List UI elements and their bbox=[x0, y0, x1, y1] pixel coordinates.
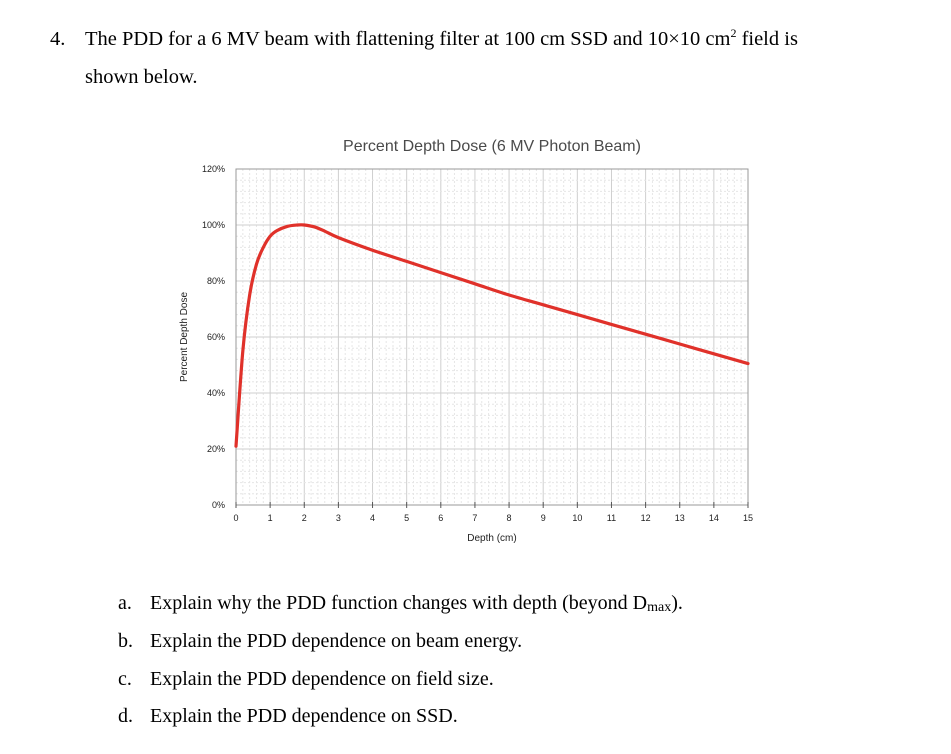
sub-question-letter: b. bbox=[118, 630, 133, 652]
sub-question-text: Explain why the PDD function changes wit… bbox=[150, 592, 648, 614]
subscript-max: max bbox=[647, 600, 672, 615]
sub-question-letter: d. bbox=[118, 705, 133, 727]
sub-question-text: Explain the PDD dependence on SSD. bbox=[150, 705, 458, 727]
sub-question-c: c. Explain the PDD dependence on field si… bbox=[118, 668, 494, 691]
series-line-pdd bbox=[234, 223, 750, 448]
x-tick-label-3: 3 bbox=[336, 513, 341, 523]
y-tick-label-1: 20% bbox=[207, 444, 225, 454]
pdd-chart: Percent Depth Dose (6 MV Photon Beam) 0 1… bbox=[179, 138, 753, 544]
x-tick-label-4: 4 bbox=[370, 513, 375, 523]
x-tick-label-5: 5 bbox=[404, 513, 409, 523]
x-tick-label-10: 10 bbox=[572, 513, 582, 523]
x-tick-label-11: 11 bbox=[607, 513, 616, 523]
chart-title: Percent Depth Dose (6 MV Photon Beam) bbox=[343, 138, 641, 155]
y-tick-label-5: 100% bbox=[202, 220, 225, 230]
y-tick-label-2: 40% bbox=[207, 388, 225, 398]
sub-question-b: b. Explain the PDD dependence on beam ene… bbox=[118, 630, 522, 653]
sub-question-text: Explain the PDD dependence on beam energ… bbox=[150, 630, 523, 652]
sub-question-letter: c. bbox=[118, 668, 132, 690]
y-axis-label: Percent Depth Dose bbox=[179, 292, 190, 382]
question-text-end: field is bbox=[736, 28, 798, 50]
x-tick-label-6: 6 bbox=[438, 513, 443, 523]
x-tick-label-2: 2 bbox=[302, 513, 307, 523]
sub-question-letter: a. bbox=[118, 592, 132, 614]
x-tick-label-12: 12 bbox=[641, 513, 651, 523]
chart-grid bbox=[235, 168, 749, 506]
sub-question-a: a. Explain why the PDD function changes w… bbox=[118, 592, 683, 616]
question-line-2: shown below. bbox=[85, 66, 198, 88]
x-tick-label-15: 15 bbox=[743, 513, 753, 523]
sub-question-text: Explain the PDD dependence on field size… bbox=[150, 668, 494, 690]
question-number: 4. bbox=[50, 28, 66, 50]
y-tick-label-3: 60% bbox=[207, 332, 225, 342]
chart-ticks: 0 1 2 3 4 5 6 7 8 9 10 11 12 13 14 150%20%40%60%80%100%… bbox=[202, 164, 753, 523]
question-text: The PDD for a 6 MV beam with flattening … bbox=[85, 28, 731, 50]
x-tick-label-8: 8 bbox=[507, 513, 512, 523]
y-tick-label-0: 0% bbox=[212, 500, 225, 510]
x-tick-label-7: 7 bbox=[472, 513, 477, 523]
x-tick-label-14: 14 bbox=[709, 513, 719, 523]
question-line-1: 4. The PDD for a 6 MV beam with flattenin… bbox=[50, 26, 798, 51]
x-tick-label-13: 13 bbox=[675, 513, 685, 523]
x-tick-label-9: 9 bbox=[541, 513, 546, 523]
sub-question-text-end: ). bbox=[671, 592, 683, 614]
superscript-2: 2 bbox=[730, 26, 737, 40]
y-tick-label-6: 120% bbox=[202, 164, 225, 174]
y-tick-label-4: 80% bbox=[207, 276, 225, 286]
x-tick-label-1: 1 bbox=[268, 513, 273, 523]
x-axis-label: Depth (cm) bbox=[467, 533, 516, 544]
x-tick-label-0: 0 bbox=[233, 513, 238, 523]
plot-frame bbox=[235, 168, 749, 506]
sub-question-d: d. Explain the PDD dependence on SSD. bbox=[118, 705, 458, 728]
